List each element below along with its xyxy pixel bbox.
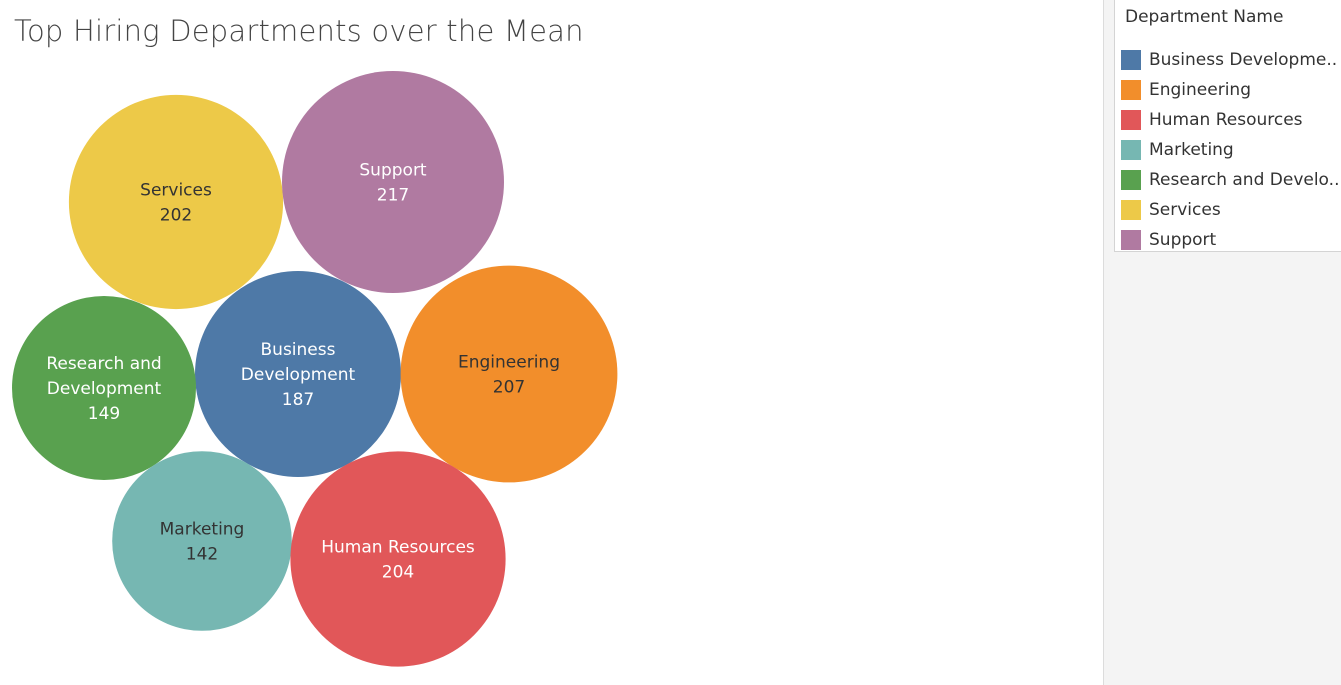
chart-area: Top Hiring Departments over the Mean Ser… <box>12 14 618 667</box>
bubble-research-and-development[interactable]: Research and Development 149 <box>12 296 196 480</box>
legend-item-research-and-development[interactable]: Research and Develo.. <box>1121 165 1341 195</box>
bubble-label: Business <box>261 340 336 360</box>
legend-swatch <box>1121 230 1141 250</box>
bubble-engineering[interactable]: Engineering 207 <box>400 265 618 483</box>
legend-swatch <box>1121 110 1141 130</box>
legend-item-support[interactable]: Support <box>1121 225 1341 255</box>
legend-swatch <box>1121 80 1141 100</box>
bubble-circle[interactable] <box>400 265 618 483</box>
legend-label: Human Resources <box>1149 110 1303 130</box>
bubble-label: Support <box>359 161 427 181</box>
bubble-human-resources[interactable]: Human Resources 204 <box>290 451 506 667</box>
legend-swatch <box>1121 170 1141 190</box>
legend-swatch <box>1121 200 1141 220</box>
side-panel: Department Name Business Developme.. Eng… <box>1103 0 1341 685</box>
bubble-business-development[interactable]: Business Development 187 <box>195 271 401 477</box>
chart-title: Top Hiring Departments over the Mean <box>14 14 584 48</box>
bubble-circle[interactable] <box>68 94 284 310</box>
bubble-circle[interactable] <box>290 451 506 667</box>
bubble-label: Research and <box>46 354 161 374</box>
legend-swatch <box>1121 140 1141 160</box>
legend-items: Business Developme.. Engineering Human R… <box>1121 45 1341 255</box>
bubble-value: 142 <box>186 545 218 565</box>
legend-label: Marketing <box>1149 140 1234 160</box>
bubble-label: Development <box>241 365 356 385</box>
bubble-circle[interactable] <box>112 451 292 631</box>
bubble-value: 149 <box>88 404 120 424</box>
bubble-support[interactable]: Support 217 <box>282 71 504 293</box>
bubble-label: Engineering <box>458 353 560 373</box>
bubble-chart: Services 202 Support 217 Business Development… <box>12 71 618 667</box>
bubble-services[interactable]: Services 202 <box>68 94 284 310</box>
legend-item-human-resources[interactable]: Human Resources <box>1121 105 1341 135</box>
legend-item-services[interactable]: Services <box>1121 195 1341 225</box>
legend-swatch <box>1121 50 1141 70</box>
bubble-circle[interactable] <box>282 71 504 293</box>
legend-item-business-development[interactable]: Business Developme.. <box>1121 45 1341 75</box>
bubble-value: 187 <box>282 390 314 410</box>
bubble-value: 207 <box>493 378 525 398</box>
bubble-label: Services <box>140 181 212 201</box>
bubble-marketing[interactable]: Marketing 142 <box>112 451 292 631</box>
bubble-value: 202 <box>160 206 192 226</box>
legend-item-engineering[interactable]: Engineering <box>1121 75 1341 105</box>
bubble-label: Development <box>47 379 162 399</box>
bubble-value: 204 <box>382 563 414 583</box>
bubble-circle[interactable] <box>12 296 196 480</box>
bubble-value: 217 <box>377 186 409 206</box>
legend-title: Department Name <box>1125 7 1284 27</box>
legend: Department Name Business Developme.. Eng… <box>1114 0 1341 252</box>
bubble-label: Marketing <box>160 520 245 540</box>
bubble-label: Human Resources <box>321 538 475 558</box>
bubble-circle[interactable] <box>195 271 401 477</box>
legend-label: Engineering <box>1149 80 1251 100</box>
legend-label: Research and Develo.. <box>1149 170 1340 190</box>
legend-label: Support <box>1149 230 1217 250</box>
legend-label: Services <box>1149 200 1221 220</box>
legend-label: Business Developme.. <box>1149 50 1338 70</box>
legend-item-marketing[interactable]: Marketing <box>1121 135 1341 165</box>
